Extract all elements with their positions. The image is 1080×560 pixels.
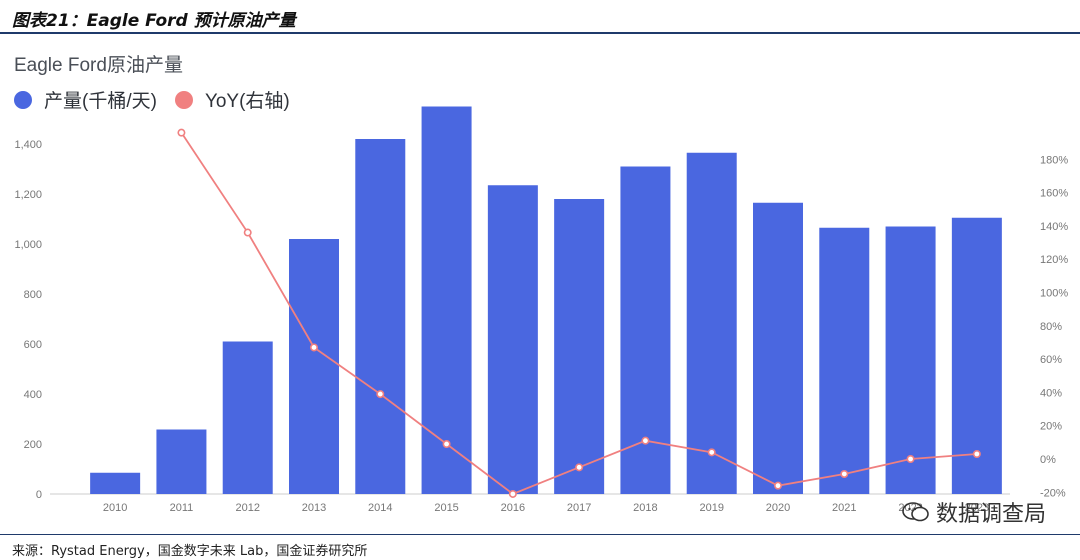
x-tick-label: 2023 <box>965 502 989 514</box>
wechat-icon <box>902 502 929 522</box>
yoy-point-2022 <box>906 454 915 463</box>
x-tick-label: 2021 <box>832 502 856 514</box>
y-left-tick-label: 1,000 <box>14 239 42 251</box>
bar-2016 <box>487 185 538 494</box>
bar-2012 <box>222 341 273 494</box>
bar-2018 <box>620 166 671 494</box>
bar-2013 <box>289 239 339 494</box>
y-left-tick-label: 200 <box>24 439 42 451</box>
x-tick-label: 2017 <box>567 502 591 514</box>
bar-2020 <box>753 202 803 494</box>
y-right-tick-label: 180% <box>1040 154 1068 166</box>
y-left-tick-label: 1,200 <box>14 189 42 201</box>
legend-swatch-bar <box>14 90 32 109</box>
y-right-tick-label: 40% <box>1040 387 1062 399</box>
y-right-tick-label: 100% <box>1040 288 1068 300</box>
legend-item-yoy: YoY(右轴) <box>174 86 290 113</box>
y-right-tick-label: 160% <box>1040 188 1068 200</box>
bar-2022 <box>885 226 936 494</box>
yoy-point-2020 <box>773 481 782 490</box>
legend-label-production: 产量(千桶/天) <box>44 91 157 112</box>
legend-swatch-line <box>174 90 193 109</box>
y-right-tick-label: 60% <box>1040 354 1062 366</box>
yoy-point-2011 <box>177 128 186 137</box>
bar-2023 <box>951 217 1002 494</box>
y-right-tick-label: 0% <box>1040 454 1056 466</box>
x-tick-label: 2016 <box>501 502 525 514</box>
x-tick-label: 2018 <box>633 502 657 514</box>
yoy-point-2015 <box>442 440 451 449</box>
wechat-watermark: 数据调查局 <box>902 496 1046 528</box>
y-right-tick-label: 80% <box>1040 321 1062 333</box>
legend-label-yoy: YoY(右轴) <box>204 91 290 112</box>
x-tick-label: 2015 <box>434 502 458 514</box>
x-tick-label: 2011 <box>170 502 194 514</box>
yoy-point-2018 <box>641 436 650 445</box>
x-tick-label: 2019 <box>699 502 723 514</box>
y-left-tick-label: 600 <box>24 339 42 351</box>
y-right-tick-label: -20% <box>1040 487 1066 499</box>
legend-item-production: 产量(千桶/天) <box>14 86 157 113</box>
bar-2015 <box>421 106 472 494</box>
figure-title: 图表21：Eagle Ford 预计原油产量 <box>12 11 296 31</box>
y-left-tick-label: 0 <box>36 489 42 501</box>
bar-2010 <box>90 472 141 494</box>
bar-2021 <box>819 227 870 494</box>
bar-2017 <box>554 199 605 494</box>
y-left-tick-label: 800 <box>24 289 42 301</box>
yoy-point-2023 <box>972 450 981 459</box>
legend: 产量(千桶/天) YoY(右轴) <box>14 86 308 113</box>
y-right-tick-label: 140% <box>1040 221 1068 233</box>
yoy-point-2013 <box>309 343 318 352</box>
x-tick-label: 2010 <box>103 502 127 514</box>
x-tick-label: 2014 <box>368 502 392 514</box>
x-tick-label: 2013 <box>302 502 326 514</box>
source-note: 来源：Rystad Energy，国金数字未来 Lab，国金证券研究所 <box>12 544 368 559</box>
bar-2011 <box>156 429 207 494</box>
top-rule <box>0 32 1080 34</box>
x-tick-label: 2020 <box>766 502 790 514</box>
bar-2019 <box>686 152 737 494</box>
chart-title: Eagle Ford原油产量 <box>14 55 183 76</box>
y-left-tick-label: 1,400 <box>14 139 42 151</box>
yoy-point-2014 <box>376 390 385 399</box>
watermark-text: 数据调查局 <box>935 502 1046 527</box>
yoy-point-2021 <box>840 469 849 478</box>
y-right-tick-label: 20% <box>1040 421 1062 433</box>
bottom-rule <box>0 534 1080 535</box>
yoy-point-2017 <box>575 463 584 472</box>
yoy-point-2016 <box>508 489 517 498</box>
yoy-point-2012 <box>243 228 252 237</box>
yoy-point-2019 <box>707 448 716 457</box>
bar-2014 <box>355 139 406 494</box>
y-left-tick-label: 400 <box>24 389 42 401</box>
x-tick-label: 2012 <box>235 502 259 514</box>
y-right-tick-label: 120% <box>1040 254 1068 266</box>
